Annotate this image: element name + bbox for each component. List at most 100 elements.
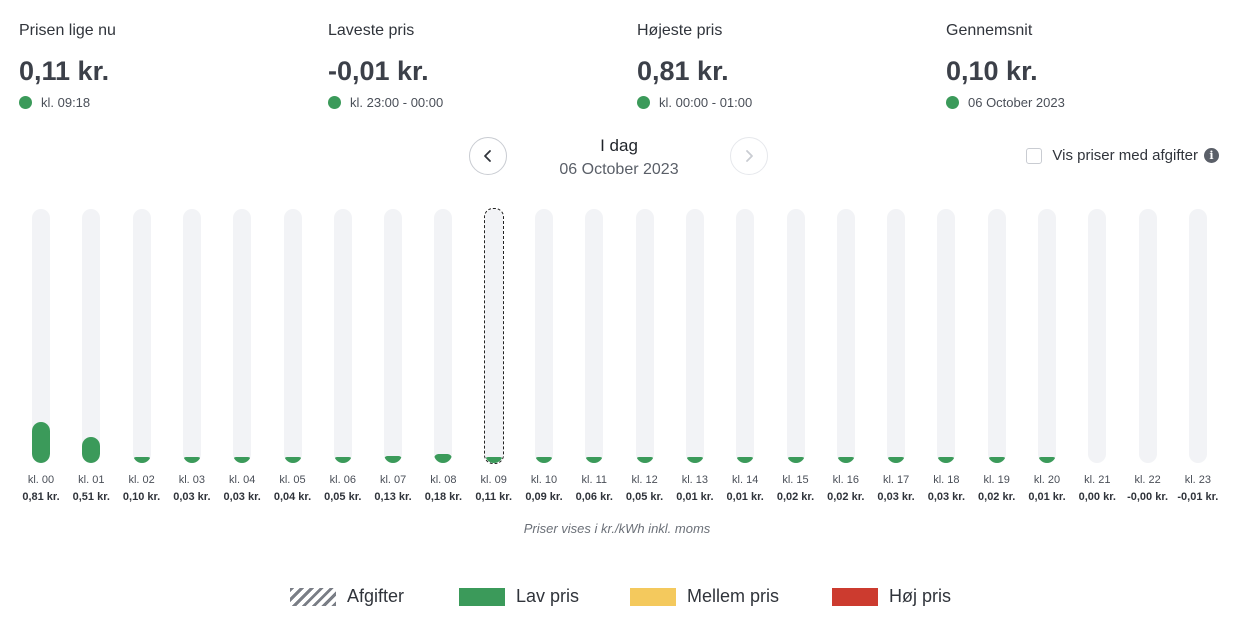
price-bar	[182, 457, 201, 463]
price-label: 0,01 kr.	[1028, 491, 1066, 503]
price-chart: kl. 00 0,81 kr. kl. 01 0,51 kr. kl. 02 0,10 k…	[0, 200, 1234, 520]
bar-column[interactable]: kl. 12 0,05 kr.	[620, 200, 670, 510]
bar-column[interactable]: kl. 23 -0,01 kr.	[1173, 200, 1223, 510]
price-label: 0,18 kr.	[424, 491, 463, 503]
hour-label: kl. 03	[178, 474, 206, 486]
bar-column[interactable]: kl. 10 0,09 kr.	[519, 200, 569, 510]
stat-label: Laveste pris	[328, 22, 415, 39]
previous-day-button[interactable]	[469, 137, 507, 175]
day-date: 06 October 2023	[559, 161, 679, 178]
bar-track	[987, 209, 1006, 463]
price-label: 0,03 kr.	[223, 491, 261, 503]
bar-column[interactable]: kl. 07 0,13 kr.	[368, 200, 418, 510]
bar-column[interactable]: kl. 20 0,01 kr.	[1022, 200, 1072, 510]
price-label: 0,06 kr.	[575, 491, 613, 503]
hour-label: kl. 20	[1033, 474, 1061, 486]
bar-track	[484, 209, 503, 463]
price-label: 0,51 kr.	[72, 491, 110, 503]
bar-column[interactable]: kl. 05 0,04 kr.	[268, 200, 318, 510]
hour-label: kl. 07	[379, 474, 407, 486]
bar-track	[82, 209, 101, 463]
price-label: 0,01 kr.	[726, 491, 764, 503]
chevron-left-icon	[484, 150, 491, 162]
bar-column[interactable]: kl. 04 0,03 kr.	[217, 200, 267, 510]
hour-label: kl. 09	[480, 474, 507, 486]
bar-track	[836, 209, 855, 463]
price-bar	[434, 454, 453, 463]
hour-label: kl. 23	[1184, 474, 1212, 486]
legend-label: Høj pris	[889, 586, 951, 606]
legend-label: Afgifter	[347, 586, 405, 606]
bar-column[interactable]: kl. 19 0,02 kr.	[972, 200, 1022, 510]
bar-column[interactable]: kl. 02 0,10 kr.	[117, 200, 167, 510]
stat-sub: kl. 23:00 - 00:00	[350, 94, 444, 110]
bar-column[interactable]: kl. 06 0,05 kr.	[318, 200, 368, 510]
price-bar	[635, 457, 654, 463]
price-bar	[484, 457, 503, 463]
legend-swatch	[459, 587, 505, 606]
hatch-swatch-icon	[290, 587, 336, 606]
bar-column[interactable]: kl. 11 0,06 kr.	[569, 200, 619, 510]
hour-label: kl. 21	[1084, 474, 1111, 486]
legend-item-fees: Afgifter	[290, 586, 404, 607]
price-bar	[283, 457, 302, 463]
hour-label: kl. 19	[983, 474, 1010, 486]
bar-track	[384, 209, 403, 463]
price-label: 0,09 kr.	[525, 491, 563, 503]
bar-column[interactable]: kl. 16 0,02 kr.	[821, 200, 871, 510]
price-bar	[82, 437, 101, 463]
bar-track	[1188, 209, 1207, 463]
status-dot-icon	[19, 95, 32, 109]
bar-column[interactable]: kl. 14 0,01 kr.	[720, 200, 770, 510]
price-label: 0,01 kr.	[676, 491, 714, 503]
stat-label: Prisen lige nu	[19, 22, 116, 39]
bar-track	[585, 209, 604, 463]
price-bar	[32, 422, 50, 463]
price-label: 0,13 kr.	[374, 491, 412, 503]
hour-label: kl. 16	[832, 474, 859, 486]
bar-column[interactable]: kl. 08 0,18 kr.	[418, 200, 468, 510]
price-bar	[786, 457, 805, 463]
stat-value: 0,81 kr.	[637, 56, 729, 86]
bar-column[interactable]: kl. 17 0,03 kr.	[871, 200, 921, 510]
bar-track	[1088, 209, 1107, 463]
legend-label: Lav pris	[516, 586, 580, 606]
fees-toggle-label[interactable]: Vis priser med afgifter	[1052, 147, 1198, 164]
info-icon[interactable]: i	[1204, 148, 1219, 163]
bar-column[interactable]: kl. 09 0,11 kr.	[469, 200, 519, 510]
price-label: 0,03 kr.	[173, 491, 211, 503]
legend-swatch	[630, 587, 676, 606]
bar-track	[937, 209, 956, 463]
fees-toggle[interactable]: Vis priser med afgifter i	[1026, 147, 1219, 164]
chevron-right-icon	[746, 150, 753, 162]
price-bar	[887, 457, 906, 463]
stat-sub: 06 October 2023	[968, 94, 1065, 110]
bar-track	[685, 209, 704, 463]
bar-column[interactable]: kl. 22 -0,00 kr.	[1123, 200, 1173, 510]
bar-track	[786, 209, 805, 463]
bar-column[interactable]: kl. 15 0,02 kr.	[771, 200, 821, 510]
bar-column[interactable]: kl. 03 0,03 kr.	[167, 200, 217, 510]
bar-track	[736, 209, 755, 463]
hour-label: kl. 17	[882, 474, 910, 486]
day-title: I dag	[600, 136, 638, 155]
price-bar	[1038, 457, 1056, 463]
price-bar	[384, 456, 403, 463]
stat-current-price: Prisen lige nu 0,11 kr. kl. 09:18	[19, 20, 299, 111]
price-bar	[685, 457, 704, 463]
hour-label: kl. 01	[78, 474, 105, 486]
fees-checkbox[interactable]	[1026, 147, 1043, 164]
bar-column[interactable]: kl. 13 0,01 kr.	[670, 200, 720, 510]
next-day-button[interactable]	[730, 137, 768, 175]
hour-label: kl. 14	[732, 474, 759, 486]
hour-label: kl. 13	[681, 474, 709, 486]
bar-column[interactable]: kl. 21 0,00 kr.	[1072, 200, 1122, 510]
price-label: 0,03 kr.	[927, 491, 966, 503]
bar-column[interactable]: kl. 01 0,51 kr.	[66, 200, 116, 510]
bar-column[interactable]: kl. 00 0,81 kr.	[16, 200, 66, 510]
status-dot-icon	[946, 95, 959, 109]
price-label: 0,02 kr.	[978, 491, 1016, 503]
hour-label: kl. 05	[279, 474, 306, 486]
hour-label: kl. 11	[581, 474, 608, 486]
bar-column[interactable]: kl. 18 0,03 kr.	[921, 200, 971, 510]
